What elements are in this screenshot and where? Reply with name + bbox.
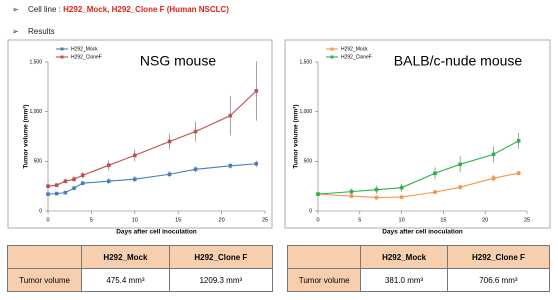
data-point: [254, 89, 259, 93]
row-header: Tumor volume: [6, 268, 83, 292]
x-tick-label: 10: [399, 217, 405, 223]
x-tick-label: 20: [219, 217, 225, 223]
cell: 706.6 mm³: [446, 268, 551, 292]
legend-marker: [330, 47, 334, 51]
x-axis-label: Days after cell inoculation: [382, 229, 463, 236]
cell: 1209.3 mm³: [168, 268, 274, 292]
series-line: [317, 140, 519, 195]
result-table: H292_Mock H292_Clone F Tumor volume 475.4 …: [6, 245, 274, 292]
cell: 381.0 mm³: [360, 268, 448, 292]
cell-line-bullet: Cell line : H292_Mock, H292_Clone F (Hum…: [12, 5, 229, 14]
result-table: H292_Mock H292_Clone F Tumor volume 381.0 …: [286, 245, 551, 292]
data-point: [46, 184, 50, 188]
results-bullet: Results: [12, 27, 55, 36]
x-tick-label: 0: [46, 217, 49, 223]
y-tick-label: 1,500: [29, 59, 42, 65]
data-point: [106, 163, 111, 168]
chart-frame: [7, 39, 273, 229]
legend-label: H292_CloneF: [71, 54, 102, 60]
data-point: [254, 161, 259, 166]
data-point: [80, 173, 85, 178]
y-tick-label: 0: [309, 208, 312, 214]
data-point: [133, 153, 137, 158]
data-point: [193, 167, 198, 172]
y-tick-label: 1,500: [299, 59, 312, 65]
data-point: [458, 162, 462, 167]
y-tick-label: 500: [304, 159, 313, 165]
cell: 475.4 mm³: [81, 268, 170, 292]
data-point: [374, 195, 379, 200]
column-header: H292_Mock: [81, 245, 170, 269]
column-header: H292_Clone F: [446, 245, 551, 269]
chart-title: BALB/c-nude mouse: [394, 53, 523, 69]
corner-cell: [286, 245, 362, 269]
data-point: [458, 185, 462, 189]
data-point: [516, 139, 521, 143]
x-tick-label: 20: [482, 217, 488, 223]
data-point: [228, 113, 233, 118]
row-header: Tumor volume: [286, 268, 362, 292]
data-point: [106, 179, 111, 183]
data-point: [80, 181, 85, 185]
x-axis-label: Days after cell inoculation: [116, 229, 197, 236]
data-point: [167, 172, 172, 177]
data-point: [491, 152, 496, 157]
chart-frame: [284, 39, 551, 229]
data-point: [491, 176, 496, 181]
y-tick-label: 1,000: [29, 109, 42, 115]
x-tick-label: 5: [358, 217, 361, 223]
data-point: [54, 183, 59, 187]
data-point: [399, 195, 404, 199]
x-tick-label: 25: [262, 217, 268, 223]
data-point: [399, 185, 404, 190]
data-point: [72, 177, 76, 182]
x-tick-label: 15: [175, 217, 181, 223]
data-point: [63, 179, 68, 183]
cell-line-value: H292_Mock, H292_Clone F (Human NSCLC): [63, 5, 229, 14]
data-point: [349, 194, 354, 198]
cell-line-label: Cell line :: [28, 5, 61, 14]
x-tick-label: 10: [132, 217, 138, 223]
column-header: H292_Mock: [360, 245, 448, 269]
y-tick-label: 0: [39, 208, 42, 214]
data-point: [167, 139, 172, 144]
column-header: H292_Clone F: [168, 245, 274, 269]
data-point: [72, 186, 76, 190]
x-tick-label: 25: [524, 217, 530, 223]
x-tick-label: 15: [440, 217, 446, 223]
data-point: [433, 171, 437, 176]
data-point: [46, 192, 50, 196]
legend-label: H292_Mock: [71, 46, 98, 52]
data-point: [433, 190, 437, 194]
charts: NSG mouse Tumor volume (mm³) Days after ce…: [7, 39, 551, 236]
data-point: [228, 164, 233, 168]
x-tick-label: 0: [316, 217, 319, 223]
legend-marker: [330, 55, 334, 59]
corner-cell: [6, 245, 83, 269]
data-point: [516, 171, 521, 175]
data-point: [54, 191, 59, 196]
chart-title: NSG mouse: [140, 53, 216, 69]
x-tick-label: 5: [90, 217, 93, 223]
data-point: [374, 187, 379, 192]
y-axis-label: Tumor volume (mm³): [293, 104, 300, 168]
series-line: [317, 172, 519, 199]
y-axis-label: Tumor volume (mm³): [23, 104, 30, 168]
data-point: [349, 189, 354, 194]
legend-marker: [60, 55, 64, 59]
legend-marker: [60, 47, 64, 51]
y-tick-label: 1,000: [299, 109, 312, 115]
data-point: [316, 192, 320, 196]
legend-label: H292_CloneF: [341, 54, 372, 60]
legend-label: H292_Mock: [341, 46, 368, 52]
data-point: [133, 177, 137, 182]
data-point: [63, 190, 68, 195]
y-tick-label: 500: [34, 159, 43, 165]
data-point: [193, 129, 198, 134]
